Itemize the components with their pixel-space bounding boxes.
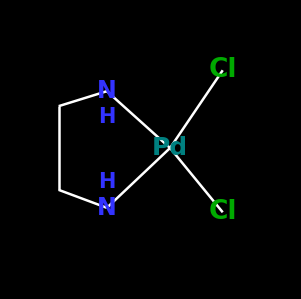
Text: Cl: Cl [209, 199, 237, 225]
Text: Pd: Pd [152, 136, 188, 160]
Text: H: H [98, 107, 116, 126]
Text: N: N [97, 79, 117, 103]
Text: Cl: Cl [209, 57, 237, 83]
Text: H: H [98, 173, 116, 192]
Text: N: N [97, 196, 117, 220]
